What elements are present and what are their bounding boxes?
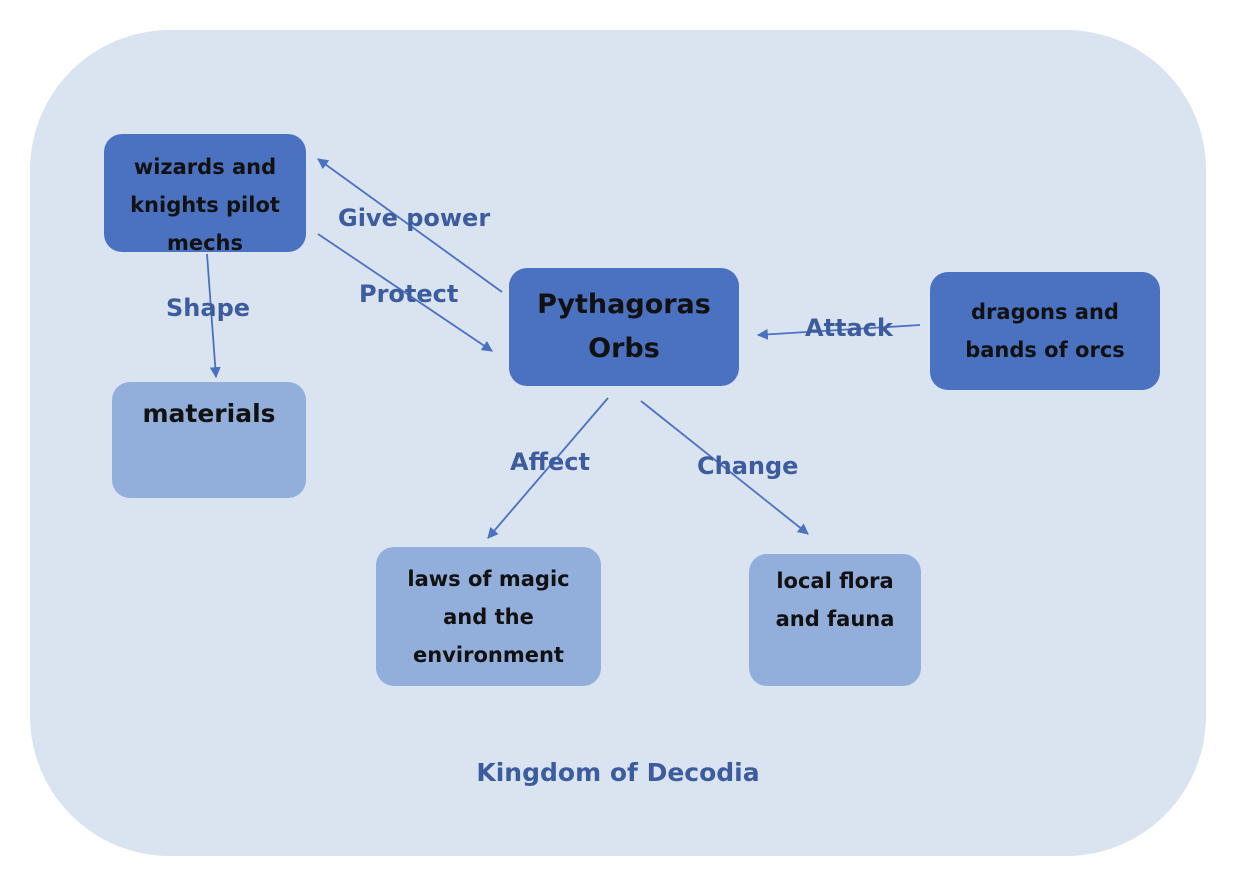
edge-label-shape: Shape bbox=[166, 294, 251, 322]
node-text: dragons and bands of orcs bbox=[965, 293, 1125, 369]
node-text: laws of magic and the environment bbox=[407, 560, 569, 674]
node-text: local flora and fauna bbox=[776, 562, 895, 638]
node-line: local flora bbox=[776, 569, 894, 593]
node-line: Pythagoras bbox=[537, 289, 711, 320]
node-line: mechs bbox=[166, 231, 244, 252]
node-laws-of-magic: laws of magic and the environment bbox=[376, 547, 601, 686]
edge-label-attack: Attack bbox=[805, 314, 893, 342]
node-dragons-orcs: dragons and bands of orcs bbox=[930, 272, 1160, 390]
edge-label-give-power: Give power bbox=[338, 204, 491, 232]
edge-label-protect: Protect bbox=[359, 280, 459, 308]
node-line: and the bbox=[443, 604, 534, 629]
node-text: Pythagoras Orbs bbox=[537, 283, 711, 371]
node-flora-fauna: local flora and fauna bbox=[749, 554, 921, 686]
region-title: Kingdom of Decodia bbox=[476, 758, 760, 787]
node-line: environment bbox=[413, 642, 564, 667]
node-materials: materials bbox=[112, 382, 306, 498]
node-line: wizards and bbox=[133, 155, 277, 179]
node-pythagoras-orbs: Pythagoras Orbs bbox=[509, 268, 739, 386]
node-text: materials bbox=[142, 394, 275, 434]
node-line: knights pilot bbox=[130, 193, 280, 217]
node-line: and fauna bbox=[775, 607, 895, 631]
node-text: wizards and knights pilot mechs bbox=[130, 148, 280, 252]
node-line: materials bbox=[142, 399, 276, 428]
node-line: Orbs bbox=[588, 333, 660, 364]
node-line: dragons and bbox=[971, 300, 1119, 324]
node-wizards-knights: wizards and knights pilot mechs bbox=[104, 134, 306, 252]
edge-label-change: Change bbox=[697, 452, 799, 480]
node-line: laws of magic bbox=[407, 566, 570, 591]
edge-label-affect: Affect bbox=[510, 448, 590, 476]
node-line: bands of orcs bbox=[965, 338, 1125, 362]
